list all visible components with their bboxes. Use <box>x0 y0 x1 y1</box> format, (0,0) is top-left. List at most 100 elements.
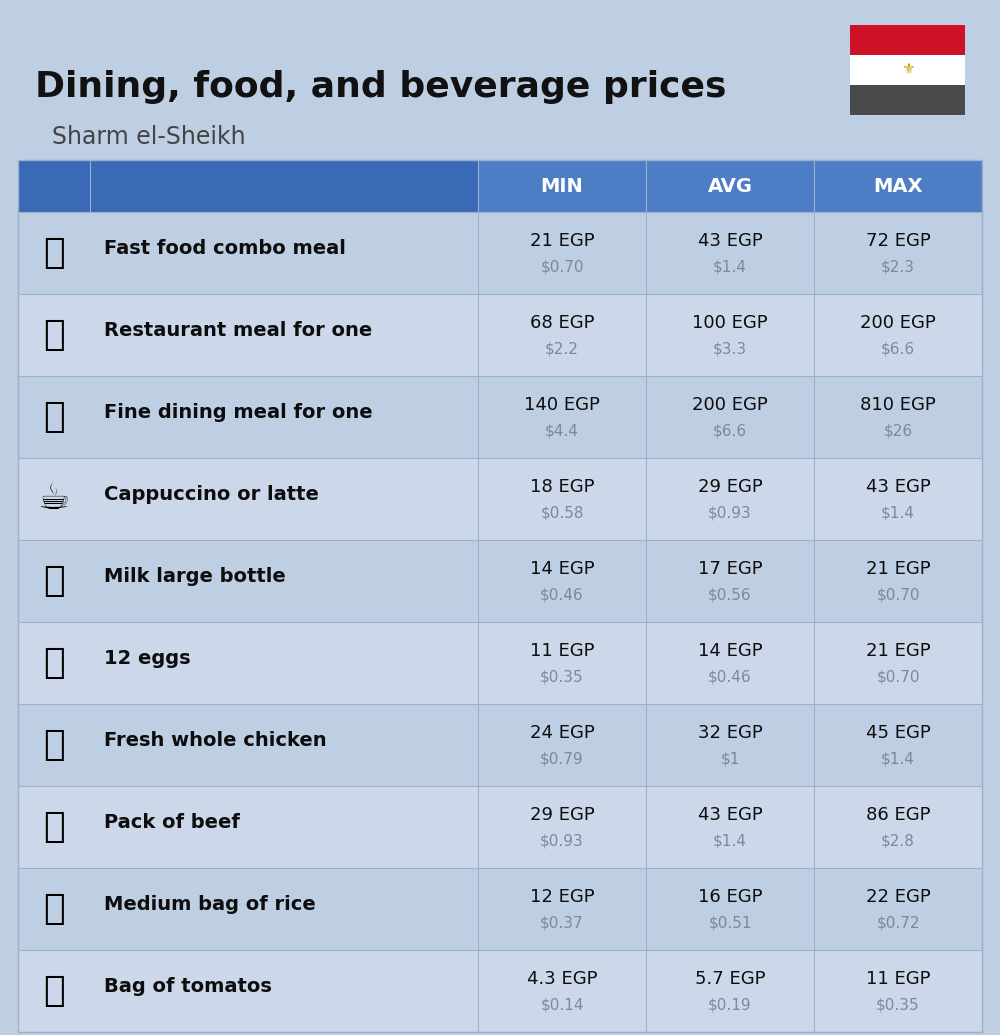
Text: 11 EGP: 11 EGP <box>866 970 930 988</box>
Bar <box>850 25 965 55</box>
Text: 🍅: 🍅 <box>43 974 65 1008</box>
Text: 22 EGP: 22 EGP <box>866 888 930 906</box>
Bar <box>18 704 982 786</box>
Text: 🍳: 🍳 <box>43 318 65 352</box>
Text: $1.4: $1.4 <box>713 833 747 849</box>
Text: MAX: MAX <box>873 177 923 196</box>
Text: 🥚: 🥚 <box>43 646 65 680</box>
Text: $26: $26 <box>883 423 913 439</box>
Text: 72 EGP: 72 EGP <box>866 232 930 250</box>
Text: Dining, food, and beverage prices: Dining, food, and beverage prices <box>35 70 726 104</box>
Text: 21 EGP: 21 EGP <box>866 560 930 578</box>
Bar <box>18 160 478 212</box>
Text: 810 EGP: 810 EGP <box>860 396 936 414</box>
Bar <box>18 540 982 622</box>
Text: $0.58: $0.58 <box>540 505 584 521</box>
Text: 200 EGP: 200 EGP <box>692 396 768 414</box>
Text: 29 EGP: 29 EGP <box>698 478 762 496</box>
Text: $0.35: $0.35 <box>540 670 584 684</box>
Bar <box>850 55 965 85</box>
Text: Restaurant meal for one: Restaurant meal for one <box>104 322 372 341</box>
Text: MIN: MIN <box>541 177 583 196</box>
Text: 68 EGP: 68 EGP <box>530 314 594 332</box>
Bar <box>18 950 982 1032</box>
Text: $1.4: $1.4 <box>713 260 747 274</box>
Text: $2.3: $2.3 <box>881 260 915 274</box>
Text: 16 EGP: 16 EGP <box>698 888 762 906</box>
Text: 32 EGP: 32 EGP <box>698 724 762 742</box>
Text: Fresh whole chicken: Fresh whole chicken <box>104 732 327 750</box>
Text: $6.6: $6.6 <box>881 342 915 356</box>
Text: 29 EGP: 29 EGP <box>530 806 594 824</box>
Text: $1.4: $1.4 <box>881 505 915 521</box>
Text: 100 EGP: 100 EGP <box>692 314 768 332</box>
Bar <box>18 160 982 1032</box>
Text: $1.4: $1.4 <box>881 751 915 767</box>
Text: $0.79: $0.79 <box>540 751 584 767</box>
Text: 14 EGP: 14 EGP <box>698 642 762 660</box>
Bar <box>850 85 965 115</box>
Text: $0.51: $0.51 <box>708 916 752 930</box>
Text: $0.19: $0.19 <box>708 998 752 1012</box>
Text: 21 EGP: 21 EGP <box>530 232 594 250</box>
Text: 4.3 EGP: 4.3 EGP <box>527 970 597 988</box>
Text: 🍽: 🍽 <box>43 400 65 434</box>
Text: $0.93: $0.93 <box>540 833 584 849</box>
Text: $0.70: $0.70 <box>876 588 920 602</box>
Text: $0.93: $0.93 <box>708 505 752 521</box>
Text: Fast food combo meal: Fast food combo meal <box>104 239 346 259</box>
Text: $4.4: $4.4 <box>545 423 579 439</box>
Text: 5.7 EGP: 5.7 EGP <box>695 970 765 988</box>
Text: $0.70: $0.70 <box>876 670 920 684</box>
Text: $0.35: $0.35 <box>876 998 920 1012</box>
Text: AVG: AVG <box>708 177 753 196</box>
Text: 86 EGP: 86 EGP <box>866 806 930 824</box>
Bar <box>18 622 982 704</box>
Text: $1: $1 <box>720 751 740 767</box>
Text: 🍚: 🍚 <box>43 892 65 926</box>
Text: Sharm el-Sheikh: Sharm el-Sheikh <box>52 125 246 149</box>
Text: 18 EGP: 18 EGP <box>530 478 594 496</box>
Text: 17 EGP: 17 EGP <box>698 560 762 578</box>
Text: $0.56: $0.56 <box>708 588 752 602</box>
Text: 45 EGP: 45 EGP <box>866 724 930 742</box>
Text: 🍔: 🍔 <box>43 236 65 270</box>
Bar <box>18 868 982 950</box>
Text: $0.14: $0.14 <box>540 998 584 1012</box>
Text: $2.8: $2.8 <box>881 833 915 849</box>
Text: $0.46: $0.46 <box>708 670 752 684</box>
Text: 21 EGP: 21 EGP <box>866 642 930 660</box>
Bar <box>18 376 982 459</box>
Text: Fine dining meal for one: Fine dining meal for one <box>104 404 373 422</box>
Text: 43 EGP: 43 EGP <box>698 806 762 824</box>
Bar <box>18 212 982 294</box>
Text: $3.3: $3.3 <box>713 342 747 356</box>
Text: 43 EGP: 43 EGP <box>866 478 930 496</box>
Text: 14 EGP: 14 EGP <box>530 560 594 578</box>
Text: Medium bag of rice: Medium bag of rice <box>104 895 316 915</box>
Text: ⚜: ⚜ <box>901 62 914 78</box>
Bar <box>18 294 982 376</box>
Text: 200 EGP: 200 EGP <box>860 314 936 332</box>
Text: 24 EGP: 24 EGP <box>530 724 594 742</box>
Text: 12 EGP: 12 EGP <box>530 888 594 906</box>
Text: 🍗: 🍗 <box>43 728 65 762</box>
Text: $0.70: $0.70 <box>540 260 584 274</box>
Text: 🥛: 🥛 <box>43 564 65 598</box>
Bar <box>18 459 982 540</box>
Text: $2.2: $2.2 <box>545 342 579 356</box>
Text: Pack of beef: Pack of beef <box>104 814 240 832</box>
Text: 11 EGP: 11 EGP <box>530 642 594 660</box>
Text: 43 EGP: 43 EGP <box>698 232 762 250</box>
Text: $0.37: $0.37 <box>540 916 584 930</box>
Text: 140 EGP: 140 EGP <box>524 396 600 414</box>
Text: 12 eggs: 12 eggs <box>104 650 191 669</box>
Text: $0.72: $0.72 <box>876 916 920 930</box>
Bar <box>18 786 982 868</box>
Text: $0.46: $0.46 <box>540 588 584 602</box>
Text: Milk large bottle: Milk large bottle <box>104 567 286 587</box>
Bar <box>18 160 982 212</box>
Text: $6.6: $6.6 <box>713 423 747 439</box>
Text: Cappuccino or latte: Cappuccino or latte <box>104 485 319 504</box>
Text: ☕: ☕ <box>38 482 70 516</box>
